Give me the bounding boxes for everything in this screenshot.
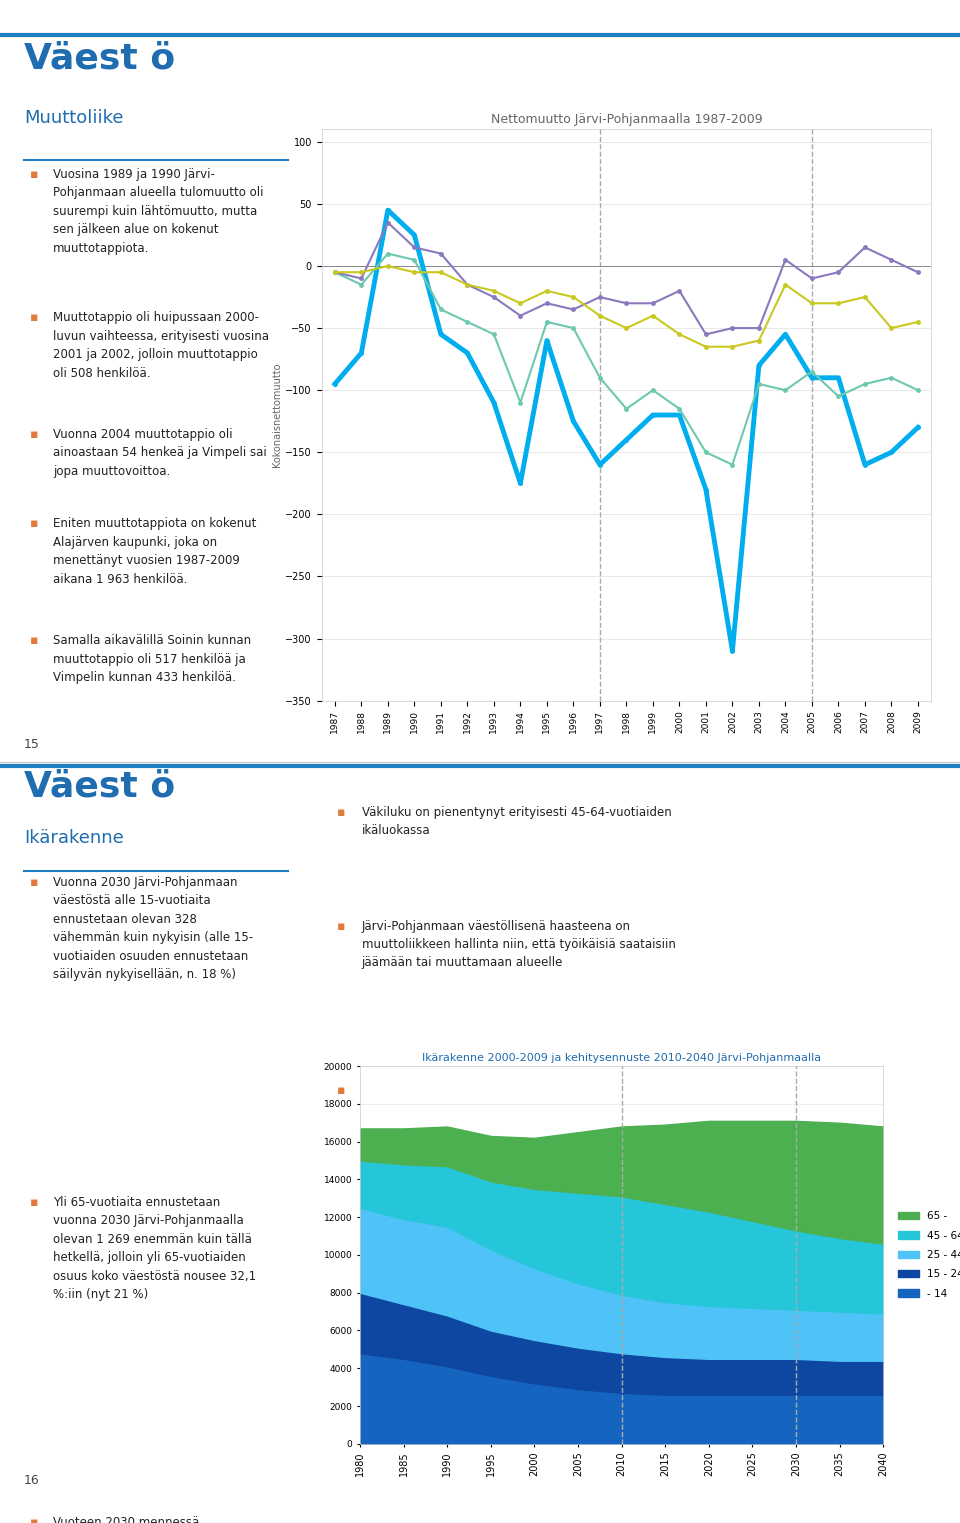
Legend: 65 -, 45 - 64, 25 - 44, 15 - 24, - 14: 65 -, 45 - 64, 25 - 44, 15 - 24, - 14 bbox=[894, 1208, 960, 1302]
Text: ▪: ▪ bbox=[337, 806, 346, 819]
Text: ▪: ▪ bbox=[30, 168, 38, 181]
Text: ▪: ▪ bbox=[30, 311, 38, 324]
Text: Vuonna 2030 Järvi-Pohjanmaan
väestöstä alle 15-vuotiaita
ennustetaan olevan 328
: Vuonna 2030 Järvi-Pohjanmaan väestöstä a… bbox=[53, 876, 252, 981]
Text: Samalla aikavälillä Soinin kunnan
muuttotappio oli 517 henkilöä ja
Vimpelin kunn: Samalla aikavälillä Soinin kunnan muutto… bbox=[53, 634, 251, 684]
Text: 16: 16 bbox=[24, 1474, 39, 1486]
Title: Nettomuutto Järvi-Pohjanmaalla 1987-2009: Nettomuutto Järvi-Pohjanmaalla 1987-2009 bbox=[491, 113, 762, 125]
Text: Vuonna 2004 muuttotappio oli
ainoastaan 54 henkeä ja Vimpeli sai
jopa muuttovoit: Vuonna 2004 muuttotappio oli ainoastaan … bbox=[53, 428, 267, 478]
Text: ▪: ▪ bbox=[30, 634, 38, 647]
Text: ▪: ▪ bbox=[337, 1084, 346, 1097]
Text: Väest ö: Väest ö bbox=[24, 41, 175, 76]
Text: ▪: ▪ bbox=[30, 428, 38, 440]
Text: ▪: ▪ bbox=[30, 1196, 38, 1209]
Text: Ikärakenne: Ikärakenne bbox=[24, 829, 124, 847]
Text: Väkiluku on pienentynyt erityisesti 45-64-vuotiaiden
ikäluokassa: Väkiluku on pienentynyt erityisesti 45-6… bbox=[362, 806, 671, 836]
Text: ▪: ▪ bbox=[30, 518, 38, 530]
Text: ▪: ▪ bbox=[30, 876, 38, 889]
Text: Eniten muuttotappiota on kokenut
Alajärven kaupunki, joka on
menettänyt vuosien : Eniten muuttotappiota on kokenut Alajärv… bbox=[53, 518, 256, 586]
Text: Väest ö: Väest ö bbox=[24, 769, 175, 803]
Text: Vuoteen 2030 mennessä
työikäisen väestön, 15-64-
vuotiaiden määrä vähenee Järvi-: Vuoteen 2030 mennessä työikäisen väestön… bbox=[53, 1515, 247, 1523]
Text: Tulevaisuuden haasteena on vanhusväestön kasvava osuus
väestörakenteesta: Tulevaisuuden haasteena on vanhusväestön… bbox=[362, 1084, 714, 1115]
Title: Ikärakenne 2000-2009 ja kehitysennuste 2010-2040 Järvi-Pohjanmaalla: Ikärakenne 2000-2009 ja kehitysennuste 2… bbox=[422, 1052, 821, 1063]
Text: ▪: ▪ bbox=[30, 1515, 38, 1523]
Text: ▪: ▪ bbox=[337, 920, 346, 934]
Text: 15: 15 bbox=[24, 739, 40, 751]
Text: Vuosina 1989 ja 1990 Järvi-
Pohjanmaan alueella tulomuutto oli
suurempi kuin läh: Vuosina 1989 ja 1990 Järvi- Pohjanmaan a… bbox=[53, 168, 263, 254]
Text: Muuttotappio oli huipussaan 2000-
luvun vaihteessa, erityisesti vuosina
2001 ja : Muuttotappio oli huipussaan 2000- luvun … bbox=[53, 311, 269, 379]
Text: Järvi-Pohjanmaan väestöllisenä haasteena on
muuttoliikkeen hallinta niin, että t: Järvi-Pohjanmaan väestöllisenä haasteena… bbox=[362, 920, 676, 969]
Text: Muuttoliike: Muuttoliike bbox=[24, 110, 124, 126]
Text: Yli 65-vuotiaita ennustetaan
vuonna 2030 Järvi-Pohjanmaalla
olevan 1 269 enemmän: Yli 65-vuotiaita ennustetaan vuonna 2030… bbox=[53, 1196, 256, 1301]
Y-axis label: Kokonaisnettomuutto: Kokonaisnettomuutto bbox=[273, 362, 282, 468]
